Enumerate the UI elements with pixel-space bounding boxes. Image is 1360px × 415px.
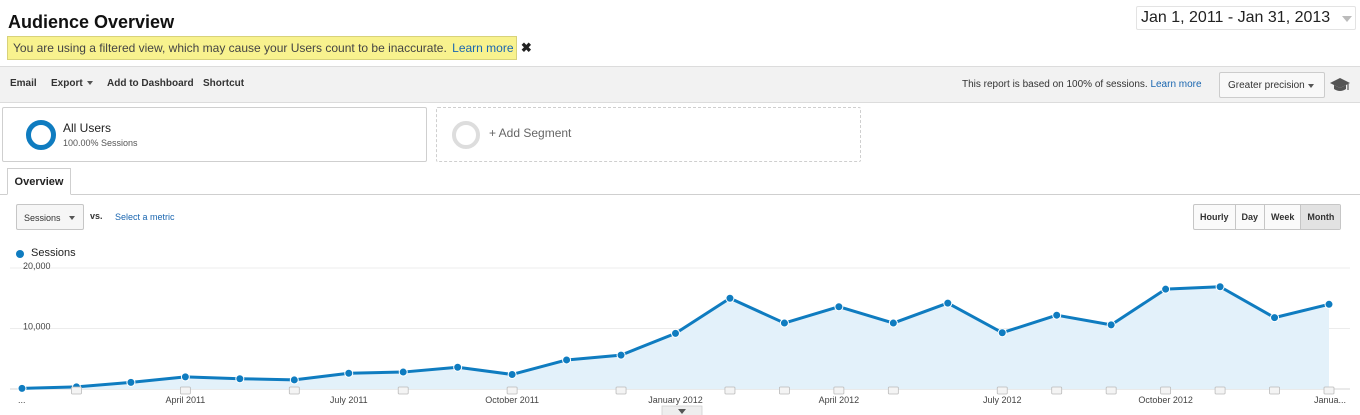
granularity-toggle: Hourly Day Week Month <box>1193 204 1342 230</box>
data-point <box>507 369 517 379</box>
data-point <box>344 368 354 378</box>
email-button[interactable]: Email <box>10 78 37 89</box>
shortcut-button[interactable]: Shortcut <box>203 78 245 89</box>
data-point <box>1106 320 1116 330</box>
metric-label: Sessions <box>24 213 61 223</box>
annotation-marker-icon <box>833 386 845 395</box>
data-point <box>1052 310 1062 320</box>
data-point <box>1270 313 1280 323</box>
segment-placeholder-icon <box>452 121 480 149</box>
export-label: Export <box>51 78 83 89</box>
report-toolbar: Email Export Add to Dashboard Shortcut T… <box>0 66 1360 103</box>
filtered-view-banner: You are using a filtered view, which may… <box>7 36 532 60</box>
add-to-dashboard-button[interactable]: Add to Dashboard <box>107 78 194 89</box>
data-point <box>1215 282 1225 292</box>
segment-name: All Users <box>63 121 112 135</box>
data-point <box>180 372 190 382</box>
data-point <box>888 318 898 328</box>
annotation-marker-icon <box>615 386 627 395</box>
legend-marker <box>16 250 24 258</box>
x-tick-label: October 2012 <box>1138 395 1193 405</box>
precision-label: Greater precision <box>1228 80 1305 91</box>
export-button[interactable]: Export <box>51 78 93 89</box>
annotation-marker-icon <box>1105 386 1117 395</box>
tab-bar-divider <box>0 194 1360 195</box>
sessions-chart: 20,000 10,000... April 2011 July 2011 Octobe… <box>10 262 1350 415</box>
x-tick-label: April 2012 <box>819 395 860 405</box>
date-range-label: Jan 1, 2011 - Jan 31, 2013 <box>1141 9 1331 26</box>
chevron-down-icon <box>69 216 75 220</box>
y-tick-label: 10,000 <box>23 322 51 332</box>
chevron-down-icon <box>1342 16 1352 22</box>
vs-label: vs. <box>90 211 103 221</box>
x-tick-label: ... <box>18 395 26 405</box>
add-segment-button[interactable]: + Add Segment <box>436 107 861 162</box>
data-point <box>834 302 844 312</box>
x-tick-label: July 2012 <box>983 395 1022 405</box>
annotation-marker-icon <box>724 386 736 395</box>
annotation-marker-icon <box>1269 386 1280 395</box>
annotation-marker-icon <box>1214 386 1226 395</box>
segment-all-users[interactable]: All Users 100.00% Sessions <box>2 107 427 162</box>
y-tick-label: 20,000 <box>23 262 51 271</box>
data-point <box>17 383 27 393</box>
annotation-marker-icon <box>1160 386 1172 395</box>
annotation-marker-icon <box>288 386 300 395</box>
data-point <box>398 367 408 377</box>
date-range-picker[interactable]: Jan 1, 2011 - Jan 31, 2013 <box>1136 6 1356 30</box>
banner-message: You are using a filtered view, which may… <box>13 41 447 55</box>
chevron-down-icon <box>1308 84 1314 88</box>
tab-overview[interactable]: Overview <box>7 168 71 195</box>
metric-dropdown[interactable]: Sessions <box>16 204 84 230</box>
graduation-cap-icon[interactable] <box>1329 76 1351 94</box>
segment-ring-icon <box>26 120 56 150</box>
data-point <box>943 298 953 308</box>
data-point <box>289 375 299 385</box>
precision-dropdown[interactable]: Greater precision <box>1219 72 1325 98</box>
x-tick-label: July 2011 <box>330 395 368 405</box>
annotation-marker-icon <box>397 386 409 395</box>
annotation-marker-icon <box>71 386 82 395</box>
chevron-down-icon <box>678 409 686 414</box>
annotation-marker-icon <box>1323 386 1335 395</box>
x-tick-label: April 2011 <box>165 395 205 405</box>
data-point <box>671 328 680 338</box>
page-title: Audience Overview <box>8 12 175 32</box>
annotation-marker-icon <box>1051 386 1063 395</box>
data-point <box>1161 284 1171 294</box>
annotation-marker-icon <box>179 386 191 395</box>
data-point <box>725 293 735 303</box>
segment-sessions-percent: 100.00% Sessions <box>63 138 138 148</box>
data-point <box>616 350 626 360</box>
granularity-week-button[interactable]: Week <box>1265 205 1302 229</box>
sampling-note-text: This report is based on 100% of sessions… <box>962 79 1148 90</box>
banner-learn-more-link[interactable]: Learn more <box>452 41 514 55</box>
granularity-month-button[interactable]: Month <box>1301 205 1341 229</box>
annotation-marker-icon <box>996 386 1008 395</box>
granularity-day-button[interactable]: Day <box>1236 205 1266 229</box>
data-point <box>779 318 789 328</box>
sampling-learn-more-link[interactable]: Learn more <box>1150 79 1202 90</box>
sessions-area <box>22 286 1329 389</box>
data-point <box>1324 299 1334 309</box>
annotation-marker-icon <box>506 386 518 395</box>
add-segment-label: + Add Segment <box>489 126 572 140</box>
annotation-marker-icon <box>887 386 899 395</box>
data-point <box>235 374 245 384</box>
data-point <box>997 328 1007 338</box>
data-point <box>453 362 463 372</box>
data-point <box>126 377 136 387</box>
legend-label: Sessions <box>31 247 76 259</box>
annotation-marker-icon <box>779 386 790 395</box>
data-point <box>562 355 572 365</box>
x-tick-label: January 2012 <box>648 395 703 405</box>
x-tick-label: October 2011 <box>485 395 539 405</box>
granularity-hourly-button[interactable]: Hourly <box>1194 205 1236 229</box>
chevron-down-icon <box>86 81 93 86</box>
select-metric-link[interactable]: Select a metric <box>115 212 175 222</box>
close-icon[interactable]: ✖ <box>520 40 532 55</box>
sampling-note: This report is based on 100% of sessions… <box>962 79 1202 90</box>
x-tick-label: Janua... <box>1314 395 1346 405</box>
